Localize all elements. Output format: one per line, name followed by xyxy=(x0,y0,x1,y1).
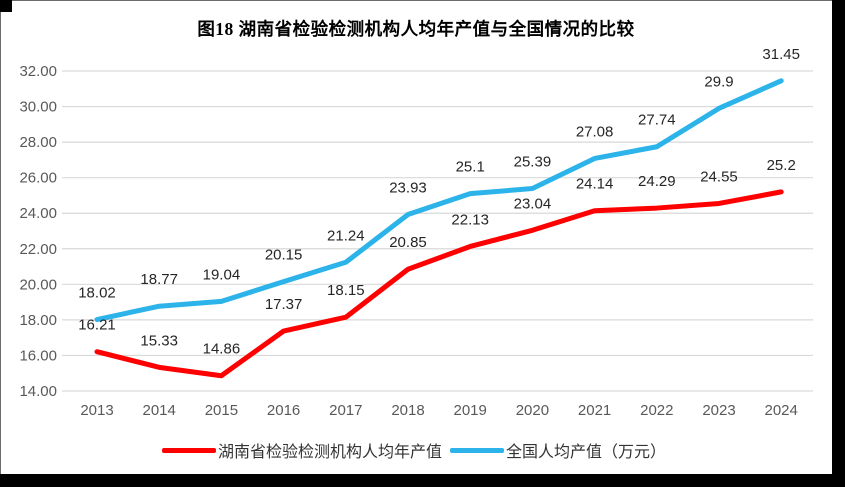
data-label-0: 24.29 xyxy=(638,173,676,190)
data-label-0: 14.86 xyxy=(203,341,241,358)
y-tick-label: 26.00 xyxy=(19,170,57,187)
frame-edge-left xyxy=(0,0,1,487)
y-tick-label: 30.00 xyxy=(19,99,57,116)
legend-label-national: 全国人均产值（万元） xyxy=(506,444,667,461)
y-tick-label: 18.00 xyxy=(19,312,57,329)
y-tick-label: 14.00 xyxy=(19,383,57,400)
x-tick-label: 2017 xyxy=(329,402,362,419)
data-label-1: 18.02 xyxy=(78,285,116,302)
y-tick-label: 16.00 xyxy=(19,347,57,364)
data-label-1: 23.93 xyxy=(389,179,427,196)
data-label-0: 22.13 xyxy=(451,211,489,228)
y-tick-label: 32.00 xyxy=(19,63,57,80)
x-tick-label: 2018 xyxy=(391,402,424,419)
data-label-0: 18.15 xyxy=(327,282,365,299)
data-label-0: 24.14 xyxy=(576,176,614,193)
data-label-0: 25.2 xyxy=(767,157,796,174)
data-label-1: 25.1 xyxy=(456,159,485,176)
frame-corner-mark xyxy=(0,0,12,12)
x-tick-label: 2020 xyxy=(516,402,549,419)
x-tick-label: 2015 xyxy=(205,402,238,419)
legend-swatch-hunan xyxy=(161,447,216,453)
y-tick-label: 20.00 xyxy=(19,276,57,293)
series-line-0 xyxy=(94,189,784,379)
frame-bar-bottom xyxy=(0,474,845,487)
data-label-0: 17.37 xyxy=(265,296,303,313)
x-tick-label: 2019 xyxy=(454,402,487,419)
y-tick-label: 24.00 xyxy=(19,205,57,222)
x-tick-label: 2013 xyxy=(80,402,113,419)
data-label-1: 19.04 xyxy=(203,266,241,283)
data-label-0: 16.21 xyxy=(78,317,116,334)
x-tick-label: 2021 xyxy=(578,402,611,419)
data-label-0: 24.55 xyxy=(700,168,738,185)
data-label-1: 20.15 xyxy=(265,247,303,264)
data-label-1: 29.9 xyxy=(704,73,733,90)
data-label-0: 20.85 xyxy=(389,234,427,251)
x-tick-label: 2022 xyxy=(640,402,673,419)
data-label-1: 25.39 xyxy=(514,154,552,171)
legend-swatch-national xyxy=(450,447,504,453)
data-label-0: 23.04 xyxy=(514,195,552,212)
x-tick-label: 2014 xyxy=(143,402,176,419)
chart-legend: 湖南省检验检测机构人均年产值 全国人均产值（万元） xyxy=(0,438,832,462)
data-label-1: 31.45 xyxy=(762,46,800,63)
y-tick-label: 28.00 xyxy=(19,134,57,151)
data-label-1: 27.08 xyxy=(576,123,614,140)
x-tick-label: 2023 xyxy=(702,402,735,419)
legend-label-hunan: 湖南省检验检测机构人均年产值 xyxy=(217,444,442,461)
data-label-0: 15.33 xyxy=(140,332,178,349)
frame-edge-top xyxy=(0,0,845,1)
frame-bar-right xyxy=(832,0,845,487)
data-label-1: 21.24 xyxy=(327,227,365,244)
y-tick-label: 22.00 xyxy=(19,241,57,258)
chart-title: 图18 湖南省检验检测机构人均年产值与全国情况的比较 xyxy=(197,19,635,39)
data-label-1: 27.74 xyxy=(638,112,676,129)
data-label-1: 18.77 xyxy=(140,271,178,288)
series-line-1 xyxy=(94,78,784,323)
x-tick-label: 2024 xyxy=(765,402,798,419)
x-tick-label: 2016 xyxy=(267,402,300,419)
